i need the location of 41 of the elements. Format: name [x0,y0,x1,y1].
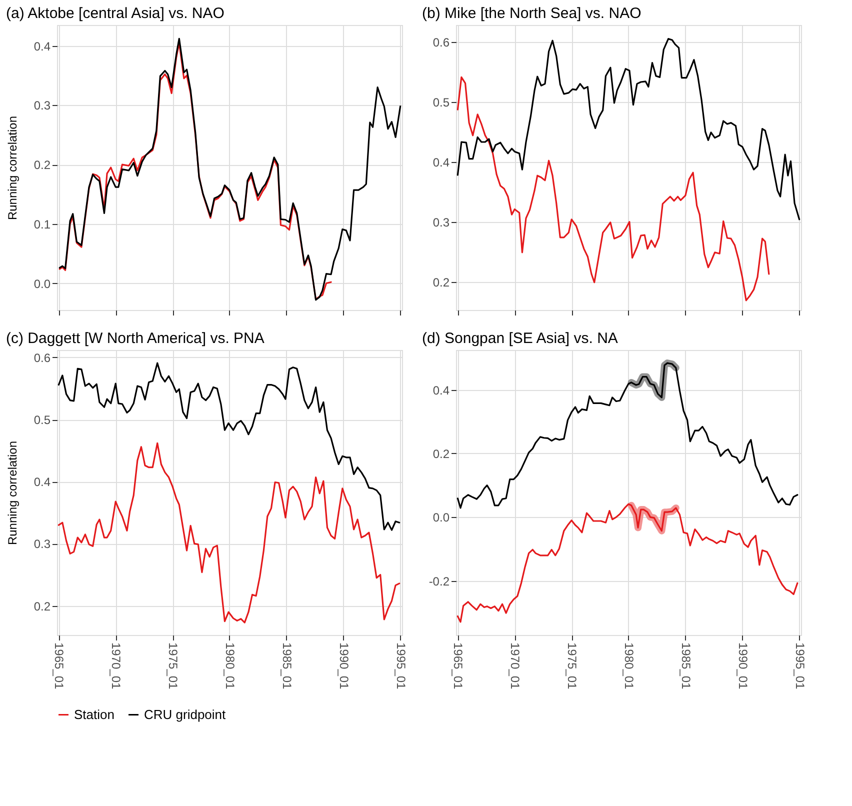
y-axis-title: Running correlation [6,440,20,546]
x-tick-label: 1970_01 [508,642,522,690]
y-tick-label: 0.4 [34,39,51,54]
y-tick-label: 0.1 [34,217,51,232]
y-tick-label: 0.0 [432,510,450,525]
y-tick-label: 0.2 [34,158,51,172]
x-tick-label: 1980_01 [222,642,237,690]
x-tick-label: 1995_01 [394,642,408,690]
y-tick-label: 0.3 [432,215,450,230]
y-tick-label: 0.2 [34,599,51,614]
chart-title: (d) Songpan [SE Asia] vs. NA [422,330,618,347]
y-tick-label: 0.0 [34,276,51,291]
y-tick-label: -0.2 [428,574,450,588]
x-tick-label: 1965_01 [451,642,466,690]
x-tick-label: 1990_01 [736,642,750,690]
x-tick-label: 1990_01 [336,642,351,690]
y-tick-label: 0.2 [432,275,450,290]
x-tick-label: 1985_01 [678,642,693,690]
x-tick-label: 1975_01 [166,642,180,690]
legend-label: CRU gridpoint [144,706,226,722]
chart-title: (a) Aktobe [central Asia] vs. NAO [6,5,224,22]
y-tick-label: 0.3 [34,98,51,113]
x-tick-label: 1975_01 [565,642,580,690]
x-tick-label: 1980_01 [622,642,636,690]
x-tick-label: 1985_01 [280,642,294,690]
y-axis-title: Running correlation [6,116,20,220]
y-tick-label: 0.4 [432,155,450,170]
y-tick-label: 0.5 [34,413,51,428]
y-tick-label: 0.6 [432,35,450,50]
y-tick-label: 0.6 [34,350,51,365]
chart-title: (c) Daggett [W North America] vs. PNA [6,330,264,347]
x-tick-label: 1995_01 [792,642,807,690]
legend-label: Station [74,706,114,722]
y-tick-label: 0.4 [432,383,450,398]
y-tick-label: 0.2 [432,446,450,461]
y-tick-label: 0.5 [432,95,450,110]
x-tick-label: 1970_01 [109,642,124,690]
y-tick-label: 0.4 [34,475,51,490]
x-tick-label: 1965_01 [52,642,66,690]
y-tick-label: 0.3 [34,537,51,552]
chart-title: (b) Mike [the North Sea] vs. NAO [422,5,642,22]
